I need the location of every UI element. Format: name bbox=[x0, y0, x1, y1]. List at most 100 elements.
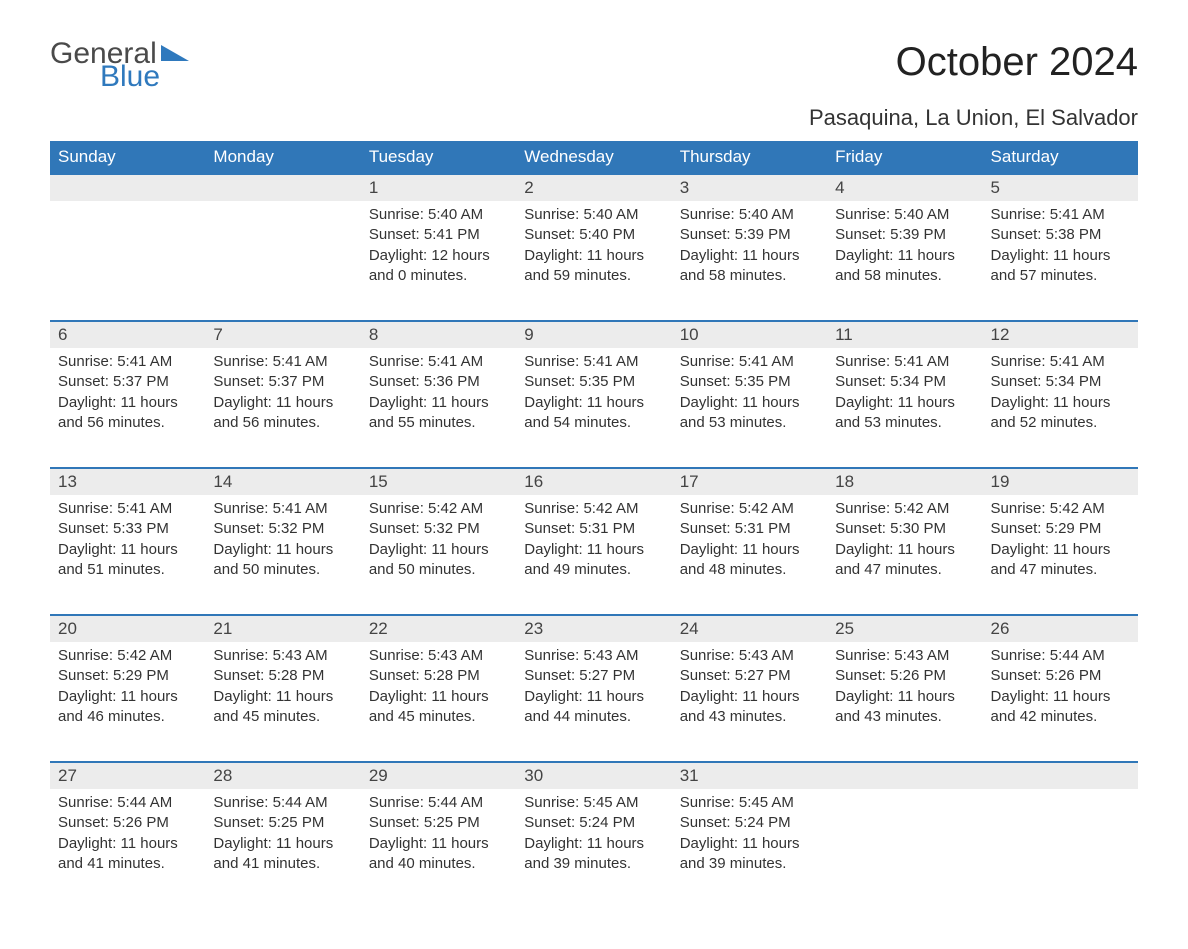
sunrise-text: Sunrise: 5:42 AM bbox=[991, 499, 1130, 519]
sunset-text: Sunset: 5:29 PM bbox=[991, 519, 1130, 539]
day-number-cell: 6 bbox=[50, 321, 205, 348]
day-number-cell: 17 bbox=[672, 468, 827, 495]
daylight-line1: Daylight: 11 hours bbox=[369, 834, 508, 854]
sunset-text: Sunset: 5:31 PM bbox=[524, 519, 663, 539]
header: General Blue October 2024 bbox=[50, 40, 1138, 91]
daylight-line2: and 55 minutes. bbox=[369, 413, 508, 433]
day-number: 3 bbox=[680, 178, 689, 197]
sunset-text: Sunset: 5:38 PM bbox=[991, 225, 1130, 245]
day-content-cell: Sunrise: 5:43 AMSunset: 5:27 PMDaylight:… bbox=[672, 642, 827, 762]
day-number-cell: 27 bbox=[50, 762, 205, 789]
daylight-line2: and 59 minutes. bbox=[524, 266, 663, 286]
weekday-header: Thursday bbox=[672, 141, 827, 174]
daylight-line1: Daylight: 11 hours bbox=[991, 540, 1130, 560]
daylight-line2: and 56 minutes. bbox=[58, 413, 197, 433]
day-content-cell: Sunrise: 5:41 AMSunset: 5:35 PMDaylight:… bbox=[516, 348, 671, 468]
day-number: 28 bbox=[213, 766, 232, 785]
day-number-cell: 21 bbox=[205, 615, 360, 642]
sunset-text: Sunset: 5:33 PM bbox=[58, 519, 197, 539]
sunset-text: Sunset: 5:40 PM bbox=[524, 225, 663, 245]
daylight-line1: Daylight: 11 hours bbox=[58, 687, 197, 707]
daylight-line1: Daylight: 11 hours bbox=[524, 246, 663, 266]
sunrise-text: Sunrise: 5:45 AM bbox=[680, 793, 819, 813]
content-row: Sunrise: 5:44 AMSunset: 5:26 PMDaylight:… bbox=[50, 789, 1138, 909]
day-number: 11 bbox=[835, 325, 853, 344]
day-number: 4 bbox=[835, 178, 844, 197]
logo-word-blue: Blue bbox=[100, 63, 191, 92]
day-content-cell: Sunrise: 5:41 AMSunset: 5:38 PMDaylight:… bbox=[983, 201, 1138, 321]
day-number: 13 bbox=[58, 472, 77, 491]
day-number-cell: 11 bbox=[827, 321, 982, 348]
sunset-text: Sunset: 5:25 PM bbox=[369, 813, 508, 833]
sunrise-text: Sunrise: 5:44 AM bbox=[991, 646, 1130, 666]
day-number: 6 bbox=[58, 325, 67, 344]
day-number-cell: 29 bbox=[361, 762, 516, 789]
sunrise-text: Sunrise: 5:40 AM bbox=[369, 205, 508, 225]
sunset-text: Sunset: 5:27 PM bbox=[524, 666, 663, 686]
weekday-header: Saturday bbox=[983, 141, 1138, 174]
sunset-text: Sunset: 5:26 PM bbox=[835, 666, 974, 686]
weekday-header: Wednesday bbox=[516, 141, 671, 174]
sunrise-text: Sunrise: 5:41 AM bbox=[58, 499, 197, 519]
day-number-cell: 2 bbox=[516, 174, 671, 201]
day-content-cell: Sunrise: 5:41 AMSunset: 5:34 PMDaylight:… bbox=[827, 348, 982, 468]
sunrise-text: Sunrise: 5:40 AM bbox=[524, 205, 663, 225]
sunrise-text: Sunrise: 5:43 AM bbox=[835, 646, 974, 666]
day-number: 27 bbox=[58, 766, 77, 785]
sunset-text: Sunset: 5:36 PM bbox=[369, 372, 508, 392]
day-content-cell: Sunrise: 5:43 AMSunset: 5:26 PMDaylight:… bbox=[827, 642, 982, 762]
day-content-cell: Sunrise: 5:41 AMSunset: 5:32 PMDaylight:… bbox=[205, 495, 360, 615]
day-content-cell: Sunrise: 5:44 AMSunset: 5:26 PMDaylight:… bbox=[983, 642, 1138, 762]
day-number-cell: 13 bbox=[50, 468, 205, 495]
daynum-row: 12345 bbox=[50, 174, 1138, 201]
daynum-row: 20212223242526 bbox=[50, 615, 1138, 642]
daylight-line2: and 47 minutes. bbox=[835, 560, 974, 580]
day-number: 8 bbox=[369, 325, 378, 344]
day-content-cell: Sunrise: 5:43 AMSunset: 5:28 PMDaylight:… bbox=[361, 642, 516, 762]
weekday-header: Sunday bbox=[50, 141, 205, 174]
daylight-line2: and 56 minutes. bbox=[213, 413, 352, 433]
day-content-cell: Sunrise: 5:41 AMSunset: 5:37 PMDaylight:… bbox=[50, 348, 205, 468]
daylight-line1: Daylight: 12 hours bbox=[369, 246, 508, 266]
day-number: 1 bbox=[369, 178, 378, 197]
month-title: October 2024 bbox=[896, 40, 1138, 85]
daylight-line2: and 43 minutes. bbox=[835, 707, 974, 727]
daylight-line1: Daylight: 11 hours bbox=[991, 393, 1130, 413]
daylight-line2: and 53 minutes. bbox=[835, 413, 974, 433]
daylight-line1: Daylight: 11 hours bbox=[680, 687, 819, 707]
daylight-line1: Daylight: 11 hours bbox=[213, 393, 352, 413]
day-number-cell: 7 bbox=[205, 321, 360, 348]
logo: General Blue bbox=[50, 40, 191, 91]
daylight-line1: Daylight: 11 hours bbox=[369, 540, 508, 560]
sunrise-text: Sunrise: 5:45 AM bbox=[524, 793, 663, 813]
daylight-line1: Daylight: 11 hours bbox=[680, 246, 819, 266]
daylight-line1: Daylight: 11 hours bbox=[680, 834, 819, 854]
sunrise-text: Sunrise: 5:40 AM bbox=[680, 205, 819, 225]
day-number: 10 bbox=[680, 325, 699, 344]
day-number: 5 bbox=[991, 178, 1000, 197]
daylight-line2: and 41 minutes. bbox=[58, 854, 197, 874]
daylight-line1: Daylight: 11 hours bbox=[835, 540, 974, 560]
sunrise-text: Sunrise: 5:41 AM bbox=[680, 352, 819, 372]
day-content-cell: Sunrise: 5:40 AMSunset: 5:41 PMDaylight:… bbox=[361, 201, 516, 321]
daylight-line2: and 58 minutes. bbox=[680, 266, 819, 286]
day-number-cell: 31 bbox=[672, 762, 827, 789]
day-content-cell: Sunrise: 5:45 AMSunset: 5:24 PMDaylight:… bbox=[672, 789, 827, 909]
daylight-line1: Daylight: 11 hours bbox=[524, 393, 663, 413]
day-content-cell: Sunrise: 5:40 AMSunset: 5:40 PMDaylight:… bbox=[516, 201, 671, 321]
sunrise-text: Sunrise: 5:41 AM bbox=[213, 499, 352, 519]
day-number-cell: 9 bbox=[516, 321, 671, 348]
sunrise-text: Sunrise: 5:41 AM bbox=[213, 352, 352, 372]
sunrise-text: Sunrise: 5:43 AM bbox=[213, 646, 352, 666]
sunset-text: Sunset: 5:30 PM bbox=[835, 519, 974, 539]
sunrise-text: Sunrise: 5:43 AM bbox=[369, 646, 508, 666]
sunset-text: Sunset: 5:28 PM bbox=[369, 666, 508, 686]
day-number-cell: 28 bbox=[205, 762, 360, 789]
day-content-cell: Sunrise: 5:42 AMSunset: 5:32 PMDaylight:… bbox=[361, 495, 516, 615]
daylight-line1: Daylight: 11 hours bbox=[835, 687, 974, 707]
weekday-header-row: Sunday Monday Tuesday Wednesday Thursday… bbox=[50, 141, 1138, 174]
day-content-cell: Sunrise: 5:41 AMSunset: 5:34 PMDaylight:… bbox=[983, 348, 1138, 468]
weekday-header: Tuesday bbox=[361, 141, 516, 174]
daylight-line1: Daylight: 11 hours bbox=[835, 246, 974, 266]
day-number-cell: 8 bbox=[361, 321, 516, 348]
